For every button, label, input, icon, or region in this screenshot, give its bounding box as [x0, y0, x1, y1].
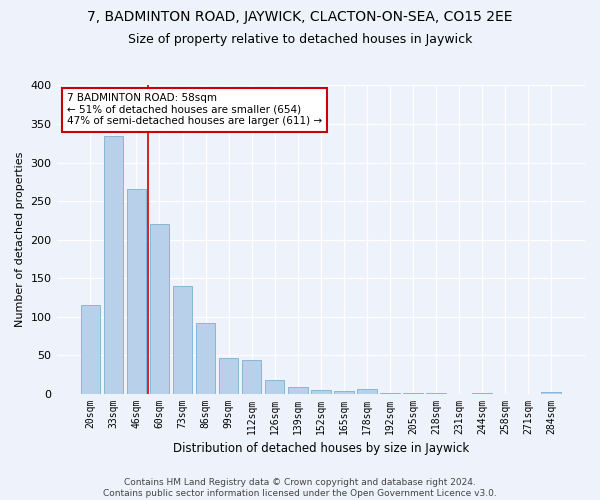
Bar [311, 390, 331, 394]
Bar [380, 393, 400, 394]
Bar [173, 286, 193, 394]
Text: 7, BADMINTON ROAD, JAYWICK, CLACTON-ON-SEA, CO15 2EE: 7, BADMINTON ROAD, JAYWICK, CLACTON-ON-S… [87, 10, 513, 24]
Bar [357, 389, 377, 394]
Bar [288, 386, 308, 394]
Bar [265, 380, 284, 394]
Bar [196, 324, 215, 394]
Bar [426, 393, 446, 394]
Bar [80, 305, 100, 394]
Bar [472, 393, 492, 394]
Bar [127, 190, 146, 394]
X-axis label: Distribution of detached houses by size in Jaywick: Distribution of detached houses by size … [173, 442, 469, 455]
Text: Contains HM Land Registry data © Crown copyright and database right 2024.
Contai: Contains HM Land Registry data © Crown c… [103, 478, 497, 498]
Text: Size of property relative to detached houses in Jaywick: Size of property relative to detached ho… [128, 32, 472, 46]
Bar [242, 360, 262, 394]
Bar [403, 393, 423, 394]
Bar [104, 136, 123, 394]
Bar [334, 391, 353, 394]
Text: 7 BADMINTON ROAD: 58sqm
← 51% of detached houses are smaller (654)
47% of semi-d: 7 BADMINTON ROAD: 58sqm ← 51% of detache… [67, 93, 322, 126]
Bar [219, 358, 238, 394]
Y-axis label: Number of detached properties: Number of detached properties [15, 152, 25, 327]
Bar [541, 392, 561, 394]
Bar [149, 224, 169, 394]
